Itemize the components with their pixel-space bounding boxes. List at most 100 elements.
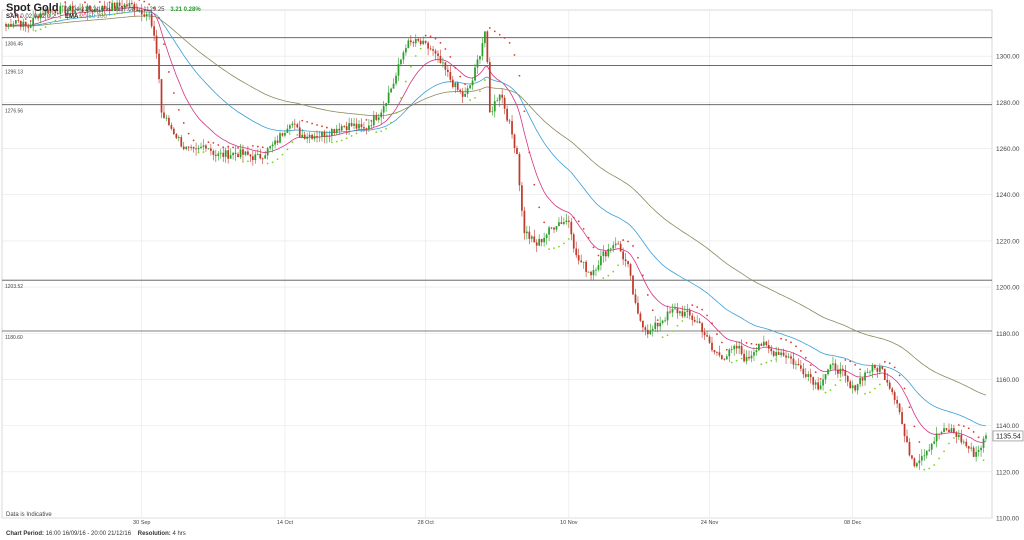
sar-dot — [553, 247, 555, 250]
sar-dot — [498, 33, 501, 36]
sar-dot — [84, 1, 86, 4]
candle-body — [802, 368, 805, 375]
x-tick-label: 24 Nov — [701, 520, 719, 526]
sar-dot — [874, 387, 876, 390]
candle-body — [200, 146, 202, 149]
sar-dot — [222, 146, 225, 149]
sar-dot — [182, 122, 185, 124]
candle-body — [269, 146, 271, 149]
parabolic-sar — [10, 0, 985, 471]
candle-body — [358, 124, 360, 129]
sar-dot — [365, 118, 368, 121]
candle-body — [572, 234, 575, 249]
candle-body — [232, 152, 234, 156]
candle-body — [834, 363, 837, 370]
sar-dot — [340, 139, 343, 142]
candle-body — [957, 434, 960, 437]
candle-body — [869, 371, 871, 373]
candle-body — [743, 353, 745, 362]
sar-dot — [14, 14, 17, 17]
y-tick-label: 1200.00 — [996, 285, 1020, 292]
sar-dot — [513, 54, 516, 56]
candle-body — [328, 135, 331, 137]
candle-body — [17, 20, 20, 21]
sar-dot — [829, 389, 832, 392]
sar-dot — [582, 227, 585, 230]
candle-body — [180, 137, 183, 147]
candle-body — [664, 320, 666, 322]
candle-body — [464, 93, 467, 97]
sar-dot — [849, 360, 852, 363]
candle-body — [953, 428, 955, 433]
sar-dot — [434, 37, 437, 40]
sar-dot — [350, 135, 353, 137]
candle-body — [827, 369, 829, 375]
sar-dot — [948, 442, 950, 445]
sar-dot — [681, 320, 684, 322]
sar-dot — [39, 28, 42, 31]
candle-body — [321, 131, 323, 137]
sar-dot — [558, 245, 560, 248]
sar-dot — [775, 358, 778, 360]
sar-dot — [286, 148, 289, 151]
candle-body — [975, 451, 977, 457]
candle-body — [298, 127, 301, 138]
candle-body — [419, 40, 422, 45]
sar-dot — [306, 121, 309, 123]
candle-body — [498, 94, 501, 101]
sar-dot — [637, 256, 639, 259]
candle-body — [587, 271, 590, 273]
y-tick-label: 1120.00 — [996, 469, 1019, 476]
candle-body — [940, 432, 943, 434]
candle-body — [84, 12, 86, 14]
candle-body — [175, 134, 178, 139]
candle-body — [205, 145, 207, 149]
candle-body — [960, 434, 963, 443]
candle-body — [227, 150, 230, 159]
candle-body — [972, 447, 975, 457]
candle-body — [528, 231, 531, 239]
candle-body — [172, 128, 175, 135]
candle-body — [150, 13, 153, 27]
candle-body — [585, 261, 587, 272]
candle-body — [896, 400, 898, 404]
candle-body — [775, 352, 778, 356]
candle-body — [469, 85, 471, 89]
candle-body — [970, 447, 973, 449]
candle-body — [723, 358, 726, 360]
candle-body — [456, 82, 459, 90]
candle-body — [521, 185, 523, 211]
candle-body — [279, 133, 281, 143]
candle-body — [545, 234, 548, 238]
candle-body — [792, 358, 795, 365]
sar-dot — [928, 467, 931, 470]
sar-dot — [345, 137, 348, 140]
sar-dot — [187, 132, 190, 135]
candle-body — [832, 363, 834, 365]
candle-body — [377, 117, 380, 120]
sar-dot — [696, 306, 699, 308]
candle-body — [923, 455, 926, 457]
candle-body — [103, 5, 106, 10]
candle-body — [770, 348, 773, 352]
candle-body — [368, 125, 370, 130]
candle-body — [846, 376, 849, 382]
sar-dot — [533, 183, 536, 186]
sar-dot — [251, 144, 254, 147]
candle-body — [207, 148, 210, 150]
sar-dot — [148, 3, 151, 6]
candle-body — [637, 302, 639, 314]
candle-body — [345, 126, 348, 130]
sar-dot — [903, 387, 906, 390]
candle-body — [767, 345, 770, 349]
sar-dot — [627, 240, 629, 243]
sar-dot — [217, 144, 220, 146]
candle-body — [52, 9, 54, 11]
candle-body — [839, 368, 842, 374]
sar-dot — [64, 1, 67, 4]
candle-body — [925, 450, 928, 456]
candle-body — [837, 369, 839, 374]
sar-dot — [671, 330, 674, 333]
sar-dot — [740, 357, 743, 360]
candle-body — [632, 275, 634, 295]
